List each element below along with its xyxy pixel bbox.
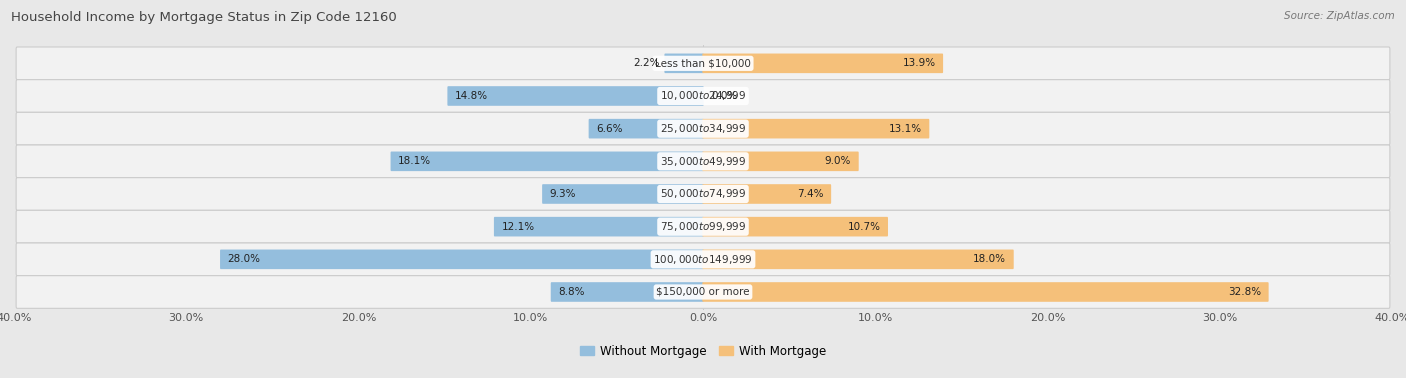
FancyBboxPatch shape (703, 184, 831, 204)
Text: 18.1%: 18.1% (398, 156, 432, 166)
FancyBboxPatch shape (15, 178, 1391, 210)
FancyBboxPatch shape (15, 210, 1391, 243)
Text: 14.8%: 14.8% (456, 91, 488, 101)
Text: 28.0%: 28.0% (228, 254, 260, 264)
Text: $100,000 to $149,999: $100,000 to $149,999 (654, 253, 752, 266)
FancyBboxPatch shape (551, 282, 703, 302)
Text: 8.8%: 8.8% (558, 287, 585, 297)
Text: Less than $10,000: Less than $10,000 (655, 58, 751, 68)
FancyBboxPatch shape (665, 54, 703, 73)
FancyBboxPatch shape (447, 86, 703, 106)
Text: 10.7%: 10.7% (848, 222, 880, 232)
FancyBboxPatch shape (703, 249, 1014, 269)
FancyBboxPatch shape (15, 47, 1391, 80)
FancyBboxPatch shape (15, 80, 1391, 112)
FancyBboxPatch shape (391, 152, 703, 171)
Text: $25,000 to $34,999: $25,000 to $34,999 (659, 122, 747, 135)
Text: 18.0%: 18.0% (973, 254, 1007, 264)
FancyBboxPatch shape (15, 112, 1391, 145)
FancyBboxPatch shape (703, 54, 943, 73)
FancyBboxPatch shape (703, 119, 929, 138)
Text: 2.2%: 2.2% (634, 58, 659, 68)
Text: $150,000 or more: $150,000 or more (657, 287, 749, 297)
Text: $35,000 to $49,999: $35,000 to $49,999 (659, 155, 747, 168)
Text: $75,000 to $99,999: $75,000 to $99,999 (659, 220, 747, 233)
Text: 6.6%: 6.6% (596, 124, 623, 134)
FancyBboxPatch shape (494, 217, 703, 237)
Text: 12.1%: 12.1% (502, 222, 534, 232)
Text: 32.8%: 32.8% (1227, 287, 1261, 297)
Text: 9.3%: 9.3% (550, 189, 576, 199)
Text: 7.4%: 7.4% (797, 189, 824, 199)
Text: 0.0%: 0.0% (711, 91, 738, 101)
Text: Source: ZipAtlas.com: Source: ZipAtlas.com (1284, 11, 1395, 21)
FancyBboxPatch shape (703, 217, 889, 237)
Text: 13.1%: 13.1% (889, 124, 922, 134)
Legend: Without Mortgage, With Mortgage: Without Mortgage, With Mortgage (575, 340, 831, 362)
Text: $10,000 to $24,999: $10,000 to $24,999 (659, 90, 747, 102)
FancyBboxPatch shape (543, 184, 703, 204)
FancyBboxPatch shape (589, 119, 703, 138)
FancyBboxPatch shape (15, 145, 1391, 178)
Text: 13.9%: 13.9% (903, 58, 935, 68)
FancyBboxPatch shape (15, 243, 1391, 276)
FancyBboxPatch shape (15, 276, 1391, 308)
Text: 9.0%: 9.0% (825, 156, 851, 166)
FancyBboxPatch shape (703, 282, 1268, 302)
Text: $50,000 to $74,999: $50,000 to $74,999 (659, 187, 747, 200)
FancyBboxPatch shape (703, 152, 859, 171)
Text: Household Income by Mortgage Status in Zip Code 12160: Household Income by Mortgage Status in Z… (11, 11, 396, 24)
FancyBboxPatch shape (221, 249, 703, 269)
